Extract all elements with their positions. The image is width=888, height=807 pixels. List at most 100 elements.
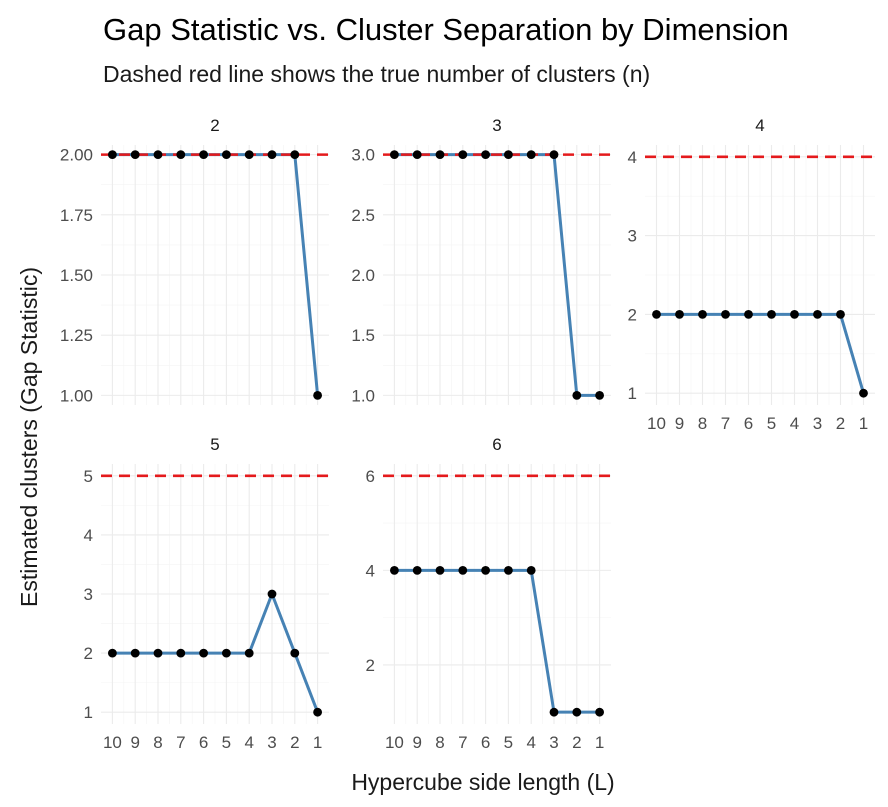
x-tick-label: 7: [458, 733, 467, 752]
y-tick-label: 2.00: [60, 146, 93, 165]
data-point: [526, 150, 536, 160]
data-point: [244, 150, 254, 160]
series-line: [655, 312, 865, 395]
data-point: [504, 150, 513, 160]
data-point: [549, 150, 559, 160]
x-tick-label: 6: [744, 414, 753, 433]
data-point: [721, 309, 730, 319]
x-tick-label: 1: [859, 414, 868, 433]
x-tick-label: 7: [721, 414, 730, 433]
x-tick-label: 6: [199, 733, 208, 752]
y-tick-label: 4: [84, 526, 93, 545]
x-tick-label: 5: [222, 733, 231, 752]
data-point: [176, 150, 186, 160]
data-point: [595, 390, 604, 400]
y-tick-label: 1.0: [351, 386, 375, 405]
x-tick-label: 9: [412, 733, 421, 752]
data-point: [222, 648, 231, 658]
data-point: [153, 648, 163, 658]
data-point: [595, 707, 604, 717]
x-tick-label: 9: [675, 414, 684, 433]
data-point: [767, 309, 776, 319]
facet-panel-2: 2 1.00 1.25 1.50 1.75 2.00: [60, 116, 329, 405]
data-point: [412, 565, 422, 575]
data-point: [130, 648, 140, 658]
data-point: [859, 388, 868, 398]
data-point: [698, 309, 707, 319]
y-tick-label: 3: [628, 227, 637, 246]
y-tick-label: 1.5: [351, 326, 375, 345]
data-point: [290, 150, 300, 160]
x-tick-label: 2: [290, 733, 299, 752]
x-tick-label: 6: [481, 733, 490, 752]
facet-label: 4: [755, 116, 764, 135]
y-tick-label: 2: [366, 656, 375, 675]
chart-subtitle: Dashed red line shows the true number of…: [103, 61, 650, 87]
data-point: [652, 309, 661, 319]
x-tick-label: 3: [267, 733, 276, 752]
data-point: [458, 150, 468, 160]
data-point: [836, 309, 845, 319]
data-point: [504, 565, 513, 575]
data-point: [412, 150, 422, 160]
series-line: [110, 592, 320, 714]
data-point: [481, 150, 490, 160]
x-axis-title: Hypercube side length (L): [351, 769, 614, 795]
data-point: [153, 150, 163, 160]
data-point: [744, 309, 753, 319]
data-point: [108, 648, 117, 658]
x-tick-label: 7: [176, 733, 185, 752]
x-tick-label: 8: [153, 733, 162, 752]
data-point: [267, 589, 277, 599]
data-point: [572, 707, 582, 717]
facet-label: 3: [492, 116, 501, 135]
y-tick-label: 6: [366, 467, 375, 486]
x-tick-label: 5: [767, 414, 776, 433]
data-point: [549, 707, 559, 717]
x-tick-label: 5: [504, 733, 513, 752]
y-tick-label: 1.00: [60, 386, 93, 405]
x-tick-label: 2: [572, 733, 581, 752]
data-point: [813, 309, 822, 319]
chart-title: Gap Statistic vs. Cluster Separation by …: [103, 12, 789, 47]
facet-label: 6: [492, 435, 501, 454]
data-point: [572, 390, 582, 400]
y-tick-label: 1: [84, 703, 93, 722]
facet-panel-3: 3 1.0 1.5 2.0 2.5 3.0: [351, 116, 611, 405]
y-tick-label: 5: [84, 467, 93, 486]
y-tick-label: 4: [366, 561, 375, 580]
data-point: [244, 648, 254, 658]
data-point: [435, 150, 445, 160]
data-point: [108, 150, 117, 160]
y-tick-label: 3.0: [351, 146, 375, 165]
x-tick-label: 4: [790, 414, 799, 433]
data-point: [526, 565, 536, 575]
y-axis-title: Estimated clusters (Gap Statistic): [16, 267, 42, 607]
data-point: [390, 150, 399, 160]
y-tick-label: 4: [628, 148, 637, 167]
x-tick-label: 2: [836, 414, 845, 433]
x-tick-label: 4: [526, 733, 535, 752]
data-point: [290, 648, 300, 658]
data-point: [458, 565, 468, 575]
data-point: [130, 150, 140, 160]
x-tick-label: 1: [595, 733, 604, 752]
y-tick-label: 1.50: [60, 266, 93, 285]
x-tick-label: 10: [385, 733, 404, 752]
x-tick-label: 3: [549, 733, 558, 752]
data-point: [313, 390, 322, 400]
x-tick-label: 1: [313, 733, 322, 752]
data-point: [176, 648, 186, 658]
data-point: [222, 150, 231, 160]
facet-panels: 21.001.251.501.752.0031.01.52.02.53.0412…: [60, 116, 875, 752]
facet-label: 5: [210, 435, 219, 454]
x-tick-label: 10: [103, 733, 122, 752]
data-point: [435, 565, 445, 575]
series-line: [392, 568, 602, 714]
y-tick-label: 2.5: [351, 206, 375, 225]
facet-label: 2: [210, 116, 219, 135]
